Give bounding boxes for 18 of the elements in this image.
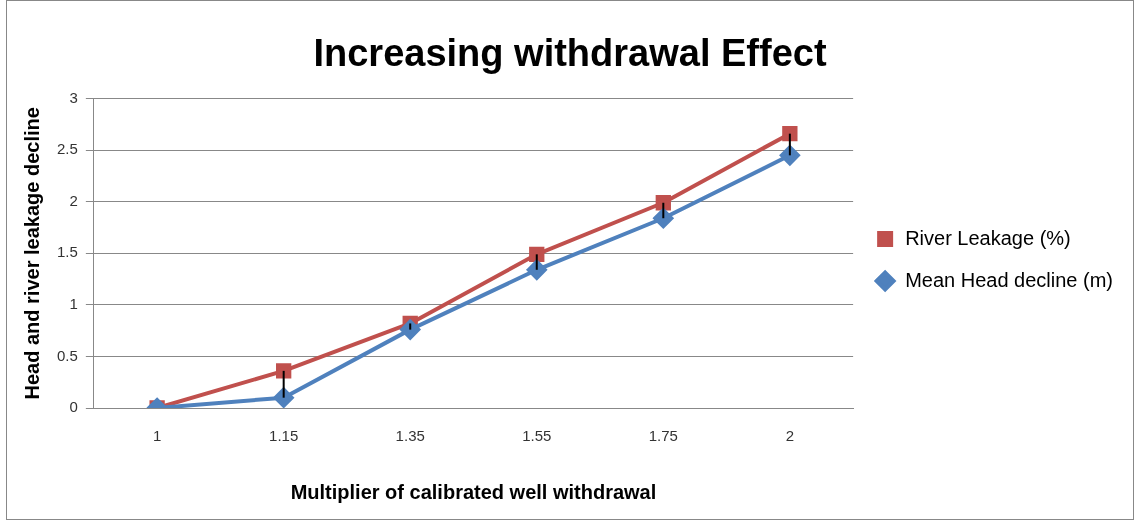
x-tick-label: 1.55 [522,427,552,445]
y-tick-label: 2 [69,191,78,209]
y-tick-label: 1 [69,295,78,313]
y-tick-label: 0 [69,398,78,416]
x-tick-label: 2 [785,427,795,445]
y-tick-label: 2.5 [56,140,78,158]
chart-title: Increasing withdrawal Effect [313,32,827,75]
y-tick-label: 0.5 [56,346,78,364]
x-tick-label: 1.15 [269,427,299,445]
y-tick-label: 3 [69,88,78,106]
x-tick-label: 1 [152,427,162,445]
y-tick-label: 1.5 [56,243,78,261]
legend-label: Mean Head decline (m) [905,268,1113,291]
x-axis-title: Multiplier of calibrated well withdrawal [290,480,657,503]
legend-label: River Leakage (%) [905,226,1071,249]
x-tick-label: 1.75 [648,427,678,445]
x-tick-label: 1.35 [395,427,425,445]
y-axis-title: Head and river leakage decline [20,107,43,400]
